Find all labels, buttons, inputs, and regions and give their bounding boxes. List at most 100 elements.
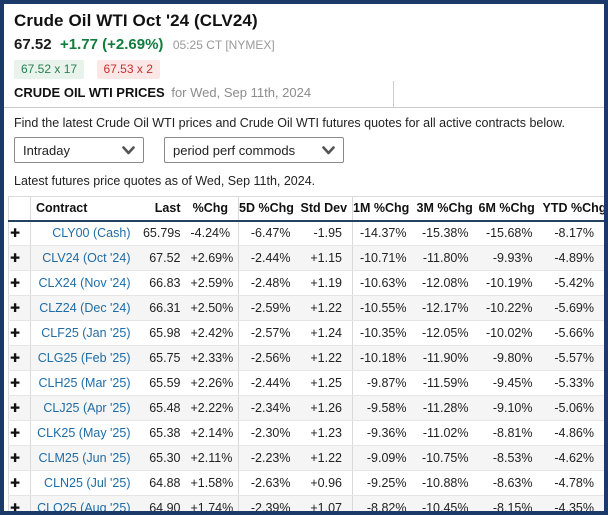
6m-chg-cell: -8.81%: [478, 420, 543, 446]
6m-chg-cell: -9.93%: [478, 245, 543, 271]
table-row: ✚ CLG25 (Feb '25) 65.75 +2.33% -2.56% +1…: [8, 345, 604, 371]
contract-link[interactable]: CLN25 (Jul '25): [44, 476, 131, 490]
chg-cell: +2.11%: [190, 445, 239, 471]
plus-icon[interactable]: ✚: [9, 326, 20, 340]
std-dev-cell: -1.95: [300, 220, 353, 246]
frequency-select-value: Intraday: [23, 142, 70, 158]
plus-icon[interactable]: ✚: [9, 301, 20, 315]
3m-chg-cell: -15.38%: [416, 220, 479, 246]
last-cell: 65.59: [140, 370, 191, 396]
1m-chg-cell: -9.09%: [352, 445, 417, 471]
ytd-chg-cell: -4.86%: [542, 420, 604, 446]
3m-chg-cell: -11.90%: [416, 345, 479, 371]
expand-row-cell: ✚: [8, 395, 31, 421]
5d-chg-cell: -2.23%: [238, 445, 301, 471]
view-select-value: period perf commods: [173, 142, 296, 158]
chg-cell: +2.26%: [190, 370, 239, 396]
5d-chg-cell: -2.56%: [238, 345, 301, 371]
contract-cell: CLQ25 (Aug '25): [30, 495, 141, 515]
5d-chg-cell: -2.59%: [238, 295, 301, 321]
plus-icon[interactable]: ✚: [9, 251, 20, 265]
contract-link[interactable]: CLZ24 (Dec '24): [39, 301, 131, 315]
3m-chg-cell: -12.05%: [416, 320, 479, 346]
last-cell: 67.52: [140, 245, 191, 271]
6m-chg-cell: -8.15%: [478, 495, 543, 511]
3m-chg-cell: -11.80%: [416, 245, 479, 271]
contract-link[interactable]: CLK25 (May '25): [37, 426, 131, 440]
contract-link[interactable]: CLG25 (Feb '25): [37, 351, 131, 365]
ytd-chg-cell: -5.06%: [542, 395, 604, 421]
column-header-std-dev: Std Dev: [300, 196, 353, 222]
6m-chg-cell: -10.19%: [478, 270, 543, 296]
last-cell: 65.38: [140, 420, 191, 446]
contract-cell: CLZ24 (Dec '24): [30, 295, 141, 321]
contract-link[interactable]: CLH25 (Mar '25): [38, 376, 131, 390]
contract-link[interactable]: CLF25 (Jan '25): [41, 326, 131, 340]
plus-icon[interactable]: ✚: [9, 501, 20, 515]
column-header-chg: %Chg: [190, 196, 239, 222]
table-row: ✚ CLM25 (Jun '25) 65.30 +2.11% -2.23% +1…: [8, 445, 604, 471]
price-row: 67.52 +1.77 (+2.69%) 05:25 CT [NYMEX]: [14, 36, 594, 54]
table-row: ✚ CLY00 (Cash) 65.79s -4.24% -6.47% -1.9…: [8, 220, 604, 246]
column-header-5d-chg: 5D %Chg: [238, 196, 301, 222]
chg-cell: +2.33%: [190, 345, 239, 371]
contract-link[interactable]: CLM25 (Jun '25): [38, 451, 131, 465]
std-dev-cell: +1.22: [300, 445, 353, 471]
std-dev-cell: +1.25: [300, 370, 353, 396]
plus-icon[interactable]: ✚: [9, 426, 20, 440]
plus-icon[interactable]: ✚: [9, 476, 20, 490]
table-row: ✚ CLJ25 (Apr '25) 65.48 +2.22% -2.34% +1…: [8, 395, 604, 421]
contract-link[interactable]: CLQ25 (Aug '25): [37, 501, 131, 515]
plus-icon[interactable]: ✚: [9, 276, 20, 290]
last-cell: 66.83: [140, 270, 191, 296]
3m-chg-cell: -11.28%: [416, 395, 479, 421]
expand-row-cell: ✚: [8, 470, 31, 496]
plus-icon[interactable]: ✚: [9, 351, 20, 365]
3m-chg-cell: -10.88%: [416, 470, 479, 496]
contract-cell: CLY00 (Cash): [30, 220, 141, 246]
column-header-6m-chg: 6M %Chg: [478, 196, 543, 222]
last-cell: 65.98: [140, 320, 191, 346]
view-select[interactable]: period perf commods: [164, 137, 344, 163]
last-cell: 65.75: [140, 345, 191, 371]
1m-chg-cell: -10.18%: [352, 345, 417, 371]
table-row: ✚ CLQ25 (Aug '25) 64.90 +1.74% -2.39% +1…: [8, 495, 604, 515]
contract-cell: CLG25 (Feb '25): [30, 345, 141, 371]
chg-cell: +2.50%: [190, 295, 239, 321]
3m-chg-cell: -10.45%: [416, 495, 479, 511]
table-row: ✚ CLN25 (Jul '25) 64.88 +1.58% -2.63% +0…: [8, 470, 604, 496]
expand-row-cell: ✚: [8, 220, 31, 246]
6m-chg-cell: -9.45%: [478, 370, 543, 396]
5d-chg-cell: -2.63%: [238, 470, 301, 496]
chevron-down-icon: [322, 145, 335, 155]
expand-row-cell: ✚: [8, 270, 31, 296]
ytd-chg-cell: -5.42%: [542, 270, 604, 296]
1m-chg-cell: -10.35%: [352, 320, 417, 346]
6m-chg-cell: -8.53%: [478, 445, 543, 471]
plus-icon[interactable]: ✚: [9, 226, 20, 241]
std-dev-cell: +1.22: [300, 295, 353, 321]
plus-icon[interactable]: ✚: [9, 401, 20, 415]
last-cell: 64.88: [140, 470, 191, 496]
contract-link[interactable]: CLJ25 (Apr '25): [43, 401, 131, 415]
chg-cell: +2.14%: [190, 420, 239, 446]
expand-row-cell: ✚: [8, 445, 31, 471]
table-header-row: Contract Last %Chg 5D %Chg Std Dev 1M %C…: [8, 196, 604, 222]
1m-chg-cell: -8.82%: [352, 495, 417, 511]
std-dev-cell: +1.26: [300, 395, 353, 421]
plus-icon[interactable]: ✚: [9, 376, 20, 390]
contract-link[interactable]: CLV24 (Oct '24): [42, 251, 131, 265]
1m-chg-cell: -10.63%: [352, 270, 417, 296]
contract-link[interactable]: CLX24 (Nov '24): [38, 276, 131, 290]
column-header-3m-chg: 3M %Chg: [416, 196, 479, 222]
ask-quote: 67.53 x 2: [96, 60, 160, 79]
last-cell: 65.79s: [140, 220, 191, 246]
contract-link[interactable]: CLY00 (Cash): [52, 226, 131, 241]
contract-cell: CLK25 (May '25): [30, 420, 141, 446]
std-dev-cell: +1.24: [300, 320, 353, 346]
5d-chg-cell: -2.57%: [238, 320, 301, 346]
5d-chg-cell: -2.48%: [238, 270, 301, 296]
frequency-select[interactable]: Intraday: [14, 137, 144, 163]
ytd-chg-cell: -8.17%: [542, 220, 604, 246]
plus-icon[interactable]: ✚: [9, 451, 20, 465]
